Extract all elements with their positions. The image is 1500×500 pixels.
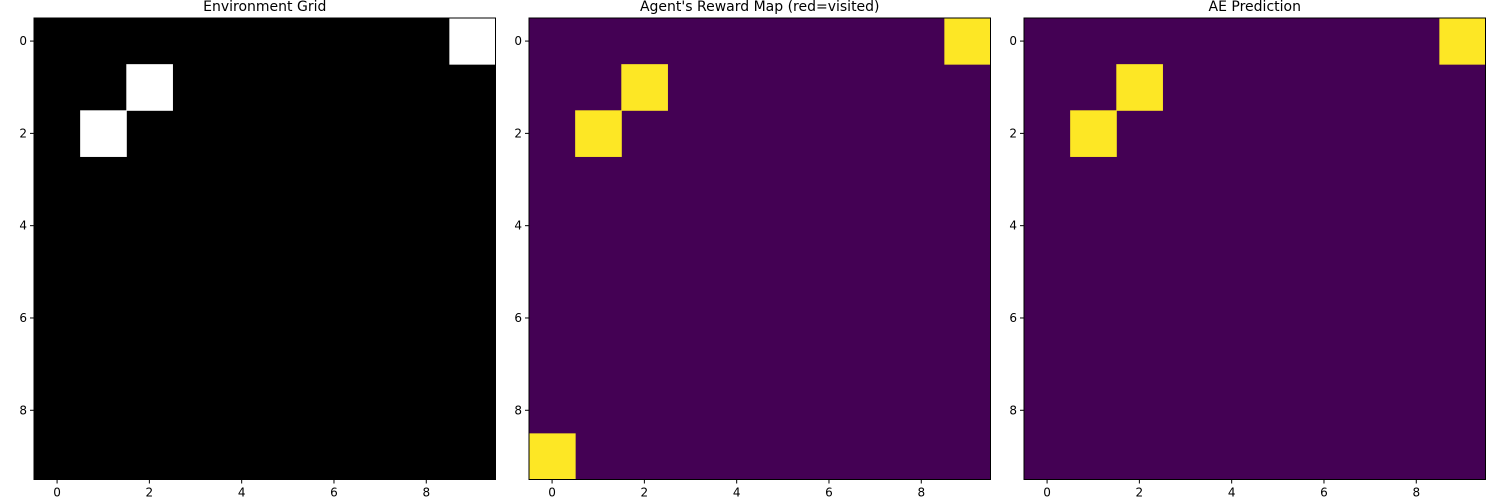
heatmap-cell-active (529, 433, 576, 480)
x-tick-label: 0 (53, 486, 61, 500)
x-tick-label: 8 (1412, 486, 1420, 500)
axes-frame (1023, 17, 1486, 480)
y-tick-label: 4 (19, 219, 27, 233)
x-tick-label: 2 (641, 486, 649, 500)
heatmap-cell-active (126, 64, 173, 111)
x-tick-label: 0 (1043, 486, 1051, 500)
axes-frame (528, 17, 991, 480)
y-tick-label: 6 (514, 311, 522, 325)
heatmap-cell-active (80, 110, 127, 157)
heatmap-cell-active (1070, 110, 1117, 157)
y-tick-label: 0 (1009, 34, 1017, 48)
y-tick-label: 4 (1009, 219, 1017, 233)
panel-title: Agent's Reward Map (red=visited) (640, 0, 880, 15)
heatmap-cell-active (944, 18, 991, 65)
y-tick-label: 8 (514, 403, 522, 417)
heatmap-cell-active (621, 64, 668, 111)
x-tick-label: 2 (1136, 486, 1144, 500)
y-tick-label: 2 (19, 126, 27, 140)
heatmap-panel-2: AE Prediction 0 2 4 6 8 0 2 4 6 8 (1009, 0, 1486, 500)
heatmap-cell-active (1116, 64, 1163, 111)
y-tick-label: 8 (19, 403, 27, 417)
heatmap-background (1024, 18, 1486, 480)
x-tick-label: 6 (1320, 486, 1328, 500)
y-tick-label: 8 (1009, 403, 1017, 417)
x-tick-label: 4 (238, 486, 246, 500)
y-tick-label: 2 (514, 126, 522, 140)
heatmap-cell-active (1439, 18, 1486, 65)
panel-title: AE Prediction (1209, 0, 1301, 15)
y-tick-label: 2 (1009, 126, 1017, 140)
x-tick-label: 8 (917, 486, 925, 500)
x-tick-label: 6 (330, 486, 338, 500)
y-tick-label: 6 (1009, 311, 1017, 325)
x-tick-label: 0 (548, 486, 556, 500)
heatmap-background (529, 18, 991, 480)
x-tick-label: 6 (825, 486, 833, 500)
heatmap-background (34, 18, 496, 480)
heatmap-panel-1: Agent's Reward Map (red=visited) 0 2 4 6 8 0 2 4… (514, 0, 991, 500)
panel-title: Environment Grid (203, 0, 326, 15)
y-tick-label: 4 (514, 219, 522, 233)
axes-frame (33, 17, 496, 480)
y-tick-label: 0 (514, 34, 522, 48)
y-tick-label: 6 (19, 311, 27, 325)
x-tick-label: 4 (1228, 486, 1236, 500)
y-tick-label: 0 (19, 34, 27, 48)
x-tick-label: 8 (422, 486, 430, 500)
heatmap-cell-active (575, 110, 622, 157)
heatmap-panel-0: Environment Grid 0 2 4 6 8 0 2 4 6 8 (19, 0, 496, 500)
x-tick-label: 4 (733, 486, 741, 500)
x-tick-label: 2 (146, 486, 154, 500)
heatmap-cell-active (449, 18, 496, 65)
